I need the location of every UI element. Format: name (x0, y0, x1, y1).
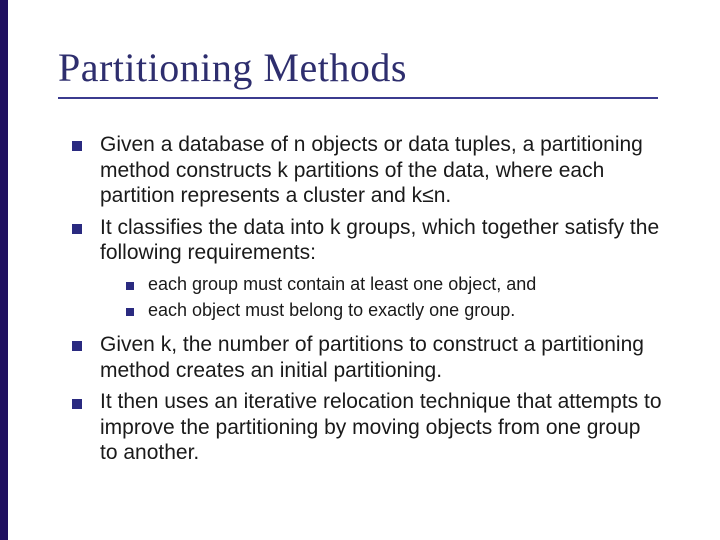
square-bullet-icon (72, 141, 82, 151)
bullet-list-level2: each group must contain at least one obj… (126, 274, 662, 322)
list-item: It then uses an iterative relocation tec… (72, 389, 662, 466)
list-item-text: It then uses an iterative relocation tec… (100, 390, 662, 464)
square-bullet-icon (72, 341, 82, 351)
square-bullet-icon (72, 399, 82, 409)
list-item-text: It classifies the data into k groups, wh… (100, 216, 659, 265)
list-item: Given k, the number of partitions to con… (72, 332, 662, 383)
body-content: Given a database of n objects or data tu… (72, 132, 662, 472)
list-item: each group must contain at least one obj… (126, 274, 662, 296)
list-item: each object must belong to exactly one g… (126, 300, 662, 322)
list-item-text: each object must belong to exactly one g… (148, 300, 515, 320)
square-bullet-icon (126, 282, 134, 290)
slide-container: Partitioning Methods Given a database of… (0, 0, 720, 540)
bullet-list-level1: Given a database of n objects or data tu… (72, 132, 662, 466)
slide-title: Partitioning Methods (58, 44, 678, 91)
list-item-text: Given k, the number of partitions to con… (100, 333, 644, 382)
left-accent-bar (0, 0, 8, 540)
title-underline (58, 97, 658, 99)
list-item-text: Given a database of n objects or data tu… (100, 133, 643, 207)
title-block: Partitioning Methods (58, 44, 678, 99)
square-bullet-icon (126, 308, 134, 316)
square-bullet-icon (72, 224, 82, 234)
list-item-text: each group must contain at least one obj… (148, 274, 536, 294)
list-item: It classifies the data into k groups, wh… (72, 215, 662, 322)
list-item: Given a database of n objects or data tu… (72, 132, 662, 209)
